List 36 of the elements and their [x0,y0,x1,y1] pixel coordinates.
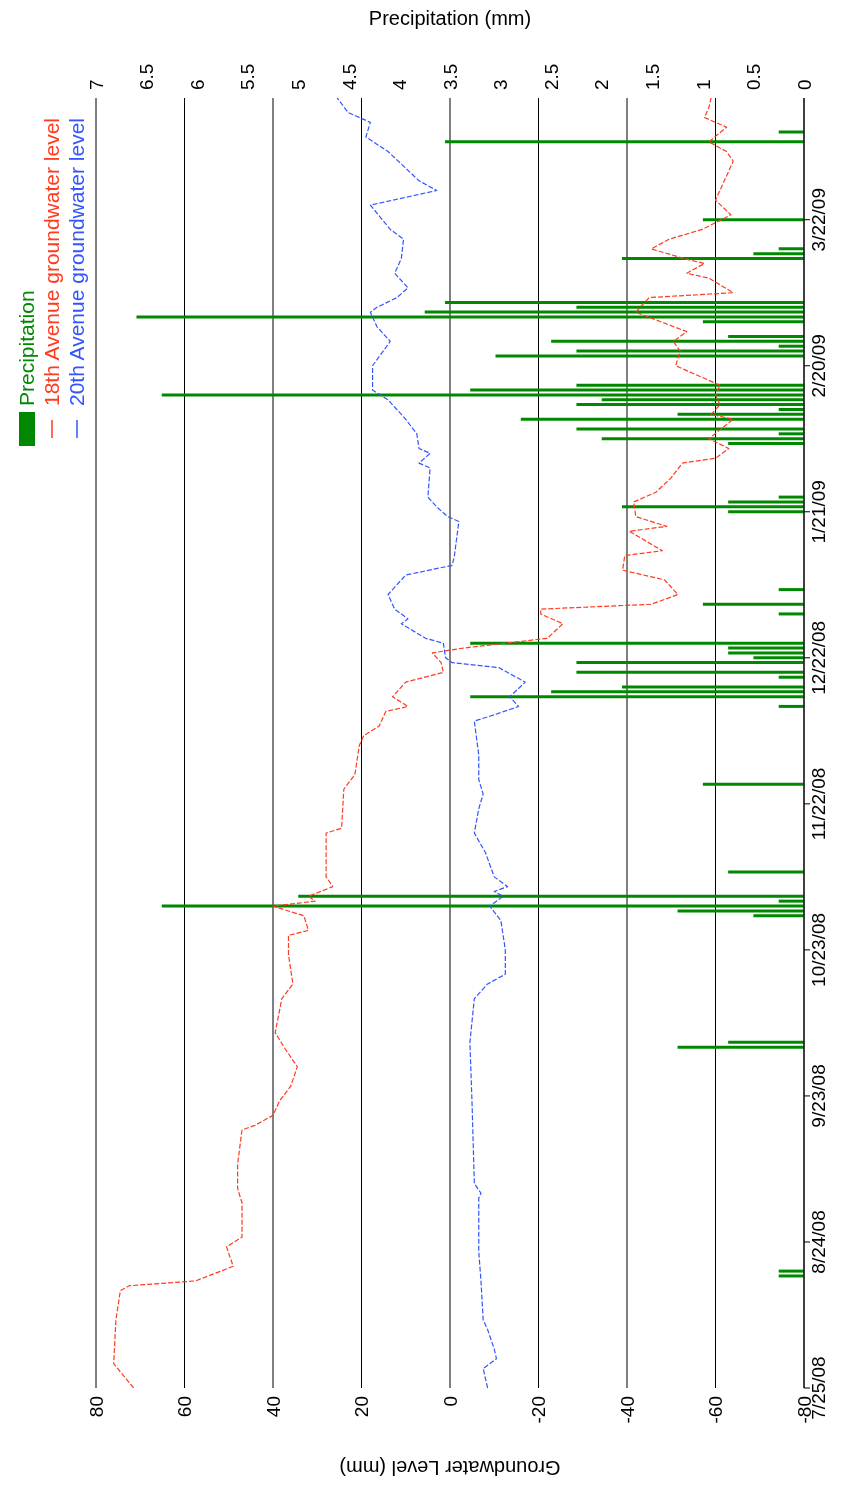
text: Precipitation [14,290,39,406]
x-tick-label: -60 [705,1396,727,1424]
x2-tick-label: 7 [85,79,107,90]
x-tick-label: 20 [351,1396,373,1418]
y-tick-label: 12/22/08 [808,620,830,695]
x2-tick-label: 5 [288,79,310,90]
x2-tick-label: 3 [490,79,512,90]
y-tick-label: 3/22/09 [808,187,830,252]
x-tick-label: 0 [439,1396,461,1407]
y-tick-label: 9/23/08 [808,1064,830,1128]
x2-tick-label: 3.5 [439,63,461,90]
y-tick-label: 1/21/09 [808,480,830,544]
x-tick-label: -20 [528,1396,550,1424]
x2-tick-label: 6.5 [136,63,158,90]
x2-tick-label: 5.5 [237,63,259,90]
x-tick-label: -40 [616,1396,638,1424]
text: 20th Avenue groundwater level [64,118,89,406]
x2-tick-label: 2 [591,79,613,90]
x2-tick-label: 4 [389,79,411,90]
x2-tick-label: 2.5 [540,63,562,90]
y-tick-label: 8/24/08 [808,1210,830,1274]
x-axis-title: Groundwater Level (mm) [339,1456,561,1479]
text: 18th Avenue groundwater level [39,118,64,406]
x-tick-label: 40 [262,1396,284,1418]
x2-tick-label: 0.5 [743,63,765,90]
y-tick-label: 10/23/08 [808,912,830,987]
x-tick-label: 60 [174,1396,196,1418]
x2-tick-label: 0 [793,79,815,90]
x2-tick-label: 6 [186,79,208,90]
x2-tick-label: 1 [692,79,714,90]
x2-tick-label: 4.5 [338,63,360,90]
y-tick-label: 2/20/09 [808,334,830,398]
y-tick-label: 11/22/08 [808,767,830,841]
x2-axis-title: Precipitation (mm) [368,7,532,30]
x2-tick-label: 1.5 [642,63,664,90]
x-tick-label: 80 [85,1396,107,1418]
